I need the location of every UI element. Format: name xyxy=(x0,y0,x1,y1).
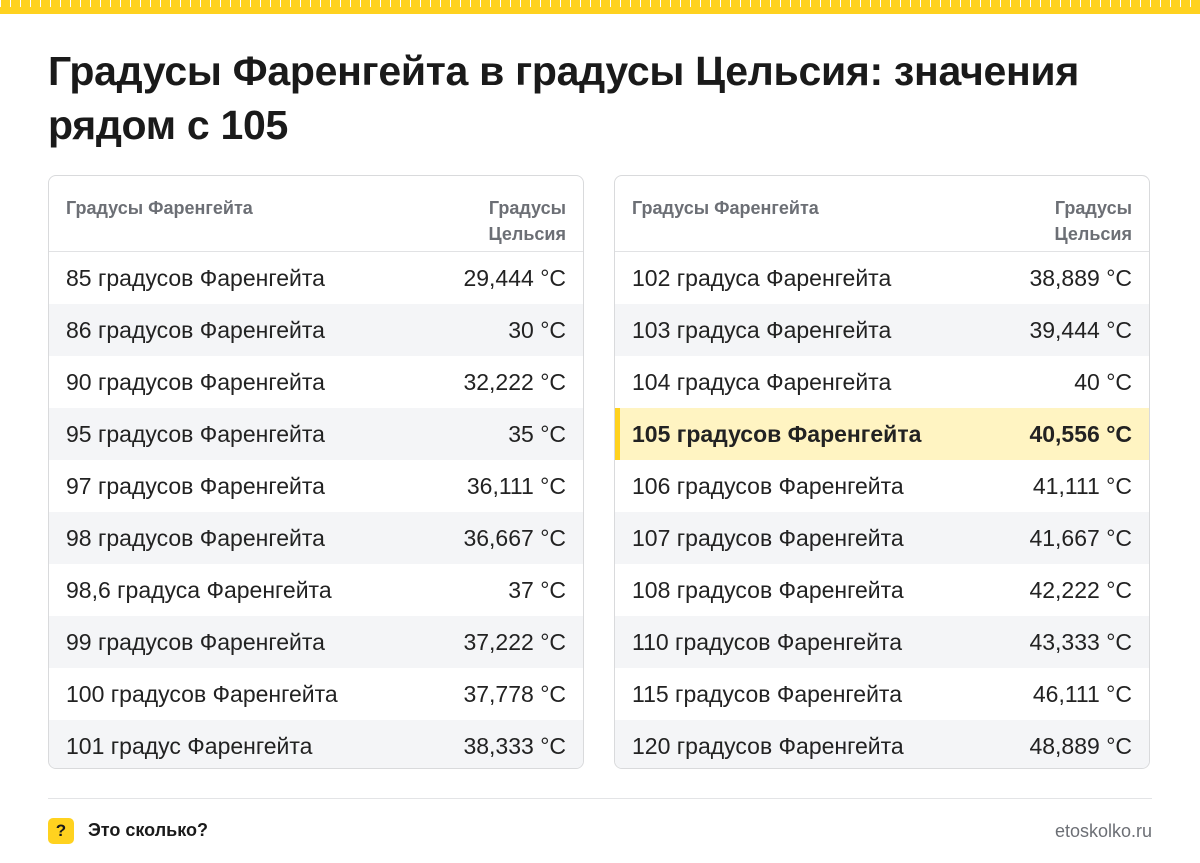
table-row: 104 градуса Фаренгейта 40 °C xyxy=(615,356,1149,408)
footer-divider xyxy=(48,798,1152,799)
fahrenheit-cell: 100 градусов Фаренгейта xyxy=(66,680,338,707)
table-row: 85 градусов Фаренгейта 29,444 °C xyxy=(49,252,583,304)
conversion-table-left: Градусы Фаренгейта Градусы Цельсия 85 гр… xyxy=(48,175,584,769)
fahrenheit-cell: 85 градусов Фаренгейта xyxy=(66,264,325,291)
column-header-celsius: Градусы Цельсия xyxy=(488,198,566,244)
fahrenheit-cell: 103 градуса Фаренгейта xyxy=(632,316,892,343)
fahrenheit-cell: 98 градусов Фаренгейта xyxy=(66,524,325,551)
celsius-cell: 37 °C xyxy=(508,576,566,603)
fahrenheit-cell: 98,6 градуса Фаренгейта xyxy=(66,576,332,603)
fahrenheit-cell: 95 градусов Фаренгейта xyxy=(66,420,325,447)
celsius-cell: 37,778 °C xyxy=(463,680,566,707)
table-row: 101 градус Фаренгейта 38,333 °C xyxy=(49,720,583,768)
table-row: 99 градусов Фаренгейта 37,222 °C xyxy=(49,616,583,668)
ruler-decoration xyxy=(0,0,1200,14)
celsius-cell: 38,333 °C xyxy=(463,732,566,759)
celsius-cell: 43,333 °C xyxy=(1029,628,1132,655)
table-row-highlighted: 105 градусов Фаренгейта 40,556 °C xyxy=(615,408,1149,460)
table-header: Градусы Фаренгейта Градусы Цельсия xyxy=(615,176,1149,252)
celsius-cell: 42,222 °C xyxy=(1029,576,1132,603)
celsius-cell: 40 °C xyxy=(1074,368,1132,395)
celsius-cell: 41,667 °C xyxy=(1029,524,1132,551)
celsius-cell: 39,444 °C xyxy=(1029,316,1132,343)
table-row: 95 градусов Фаренгейта 35 °C xyxy=(49,408,583,460)
table-row: 108 градусов Фаренгейта 42,222 °C xyxy=(615,564,1149,616)
celsius-cell: 30 °C xyxy=(508,316,566,343)
site-url[interactable]: etoskolko.ru xyxy=(1054,821,1152,841)
fahrenheit-cell: 115 градусов Фаренгейта xyxy=(632,680,903,707)
table-row: 102 градуса Фаренгейта 38,889 °C xyxy=(615,252,1149,304)
celsius-cell: 40,556 °C xyxy=(1029,420,1132,447)
fahrenheit-cell: 107 градусов Фаренгейта xyxy=(632,524,904,551)
celsius-cell: 41,111 °C xyxy=(1032,472,1132,499)
celsius-cell: 35 °C xyxy=(508,420,566,447)
celsius-cell: 48,889 °C xyxy=(1029,732,1132,759)
table-row: 86 градусов Фаренгейта 30 °C xyxy=(49,304,583,356)
table-header: Градусы Фаренгейта Градусы Цельсия xyxy=(49,176,583,252)
table-row: 107 градусов Фаренгейта 41,667 °C xyxy=(615,512,1149,564)
fahrenheit-cell: 102 градуса Фаренгейта xyxy=(632,264,892,291)
table-row: 115 градусов Фаренгейта 46,111 °C xyxy=(615,668,1149,720)
page-title: Градусы Фаренгейта в градусы Цельсия: зн… xyxy=(48,48,1079,148)
fahrenheit-cell: 90 градусов Фаренгейта xyxy=(66,368,325,395)
celsius-cell: 29,444 °C xyxy=(463,264,566,291)
table-row: 120 градусов Фаренгейта 48,889 °C xyxy=(615,720,1149,768)
table-row: 110 градусов Фаренгейта 43,333 °C xyxy=(615,616,1149,668)
conversion-table-right: Градусы Фаренгейта Градусы Цельсия 102 г… xyxy=(614,175,1150,769)
fahrenheit-cell: 106 градусов Фаренгейта xyxy=(632,472,904,499)
table-body: 102 градуса Фаренгейта 38,889 °C 103 граду… xyxy=(615,252,1149,768)
celsius-cell: 32,222 °C xyxy=(463,368,566,395)
table-row: 98,6 градуса Фаренгейта 37 °C xyxy=(49,564,583,616)
fahrenheit-cell: 110 градусов Фаренгейта xyxy=(632,628,903,655)
column-header-celsius: Градусы Цельсия xyxy=(1054,198,1132,244)
table-row: 106 градусов Фаренгейта 41,111 °C xyxy=(615,460,1149,512)
celsius-cell: 37,222 °C xyxy=(463,628,566,655)
question-mark-icon: ? xyxy=(48,818,74,844)
celsius-cell: 46,111 °C xyxy=(1032,680,1132,707)
column-header-fahrenheit: Градусы Фаренгейта xyxy=(632,198,819,218)
fahrenheit-cell: 99 градусов Фаренгейта xyxy=(66,628,325,655)
table-row: 98 градусов Фаренгейта 36,667 °C xyxy=(49,512,583,564)
table-row: 100 градусов Фаренгейта 37,778 °C xyxy=(49,668,583,720)
celsius-cell: 36,667 °C xyxy=(463,524,566,551)
fahrenheit-cell: 105 градусов Фаренгейта xyxy=(632,420,922,447)
table-body: 85 градусов Фаренгейта 29,444 °C 86 градус… xyxy=(49,252,583,768)
fahrenheit-cell: 104 градуса Фаренгейта xyxy=(632,368,892,395)
table-row: 97 градусов Фаренгейта 36,111 °C xyxy=(49,460,583,512)
fahrenheit-cell: 108 градусов Фаренгейта xyxy=(632,576,904,603)
fahrenheit-cell: 97 градусов Фаренгейта xyxy=(66,472,325,499)
fahrenheit-cell: 101 градус Фаренгейта xyxy=(66,732,313,759)
celsius-cell: 38,889 °C xyxy=(1029,264,1132,291)
fahrenheit-cell: 120 градусов Фаренгейта xyxy=(632,732,904,759)
table-row: 103 градуса Фаренгейта 39,444 °C xyxy=(615,304,1149,356)
brand-name: Это сколько? xyxy=(88,820,208,840)
column-header-fahrenheit: Градусы Фаренгейта xyxy=(66,198,253,218)
celsius-cell: 36,111 °C xyxy=(466,472,566,499)
table-row: 90 градусов Фаренгейта 32,222 °C xyxy=(49,356,583,408)
fahrenheit-cell: 86 градусов Фаренгейта xyxy=(66,316,325,343)
